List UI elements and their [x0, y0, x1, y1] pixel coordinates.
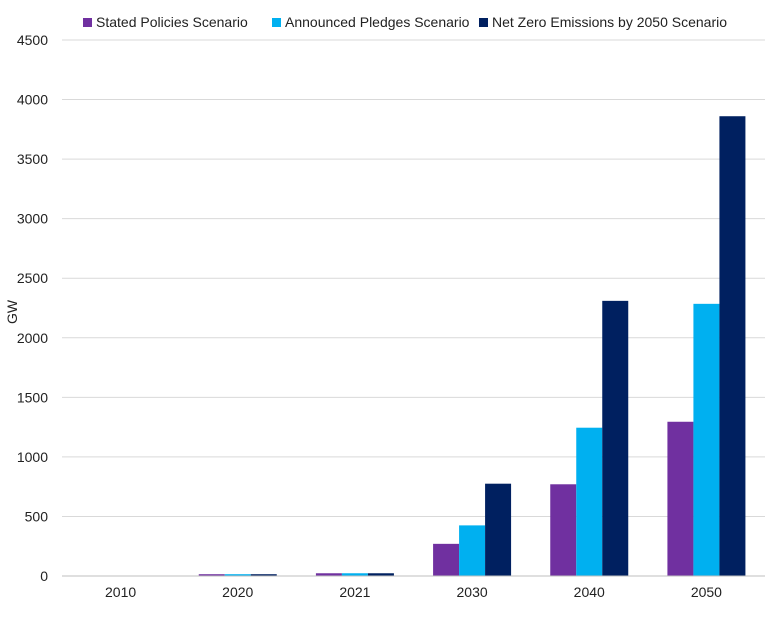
x-tick-label: 2030 — [457, 584, 488, 600]
bar — [224, 574, 251, 576]
legend: Stated Policies Scenario Announced Pledge… — [83, 14, 727, 30]
x-tick-label: 2020 — [222, 584, 253, 600]
legend-label: Announced Pledges Scenario — [285, 14, 470, 30]
bar — [693, 303, 720, 576]
bar — [667, 421, 694, 576]
bar — [250, 574, 277, 576]
bar — [485, 483, 512, 576]
y-tick-label: 2000 — [17, 330, 48, 346]
y-tick-label: 4000 — [17, 92, 48, 108]
y-tick-label: 3000 — [17, 211, 48, 227]
legend-swatch — [272, 18, 281, 27]
bar — [315, 573, 342, 576]
x-tick-label: 2021 — [339, 584, 370, 600]
x-tick-label: 2040 — [574, 584, 605, 600]
y-axis-title: GW — [4, 299, 20, 324]
bar — [576, 427, 603, 576]
gridlines — [62, 39, 765, 517]
bar — [719, 116, 746, 576]
y-tick-label: 2500 — [17, 270, 48, 286]
bar — [198, 574, 225, 576]
y-tick-label: 1500 — [17, 389, 48, 405]
bar — [602, 300, 629, 576]
y-tick-label: 1000 — [17, 449, 48, 465]
y-tick-label: 3500 — [17, 151, 48, 167]
bars — [198, 116, 746, 576]
bar — [550, 484, 577, 576]
bar — [367, 573, 394, 576]
x-tick-label: 2010 — [105, 584, 136, 600]
legend-label: Net Zero Emissions by 2050 Scenario — [492, 14, 727, 30]
x-axis-ticks: 2010 2020 2021 2030 2040 2050 — [105, 584, 722, 600]
bar — [341, 573, 368, 576]
legend-swatch — [479, 18, 488, 27]
y-tick-label: 500 — [25, 508, 49, 524]
legend-label: Stated Policies Scenario — [96, 14, 248, 30]
y-tick-label: 0 — [40, 568, 48, 584]
bar — [433, 543, 460, 576]
y-tick-label: 4500 — [17, 32, 48, 48]
legend-swatch — [83, 18, 92, 27]
x-tick-label: 2050 — [691, 584, 722, 600]
bar — [459, 525, 486, 576]
y-axis-ticks: 0 500 1000 1500 2000 2500 3000 3500 4000 4500 — [17, 32, 48, 584]
